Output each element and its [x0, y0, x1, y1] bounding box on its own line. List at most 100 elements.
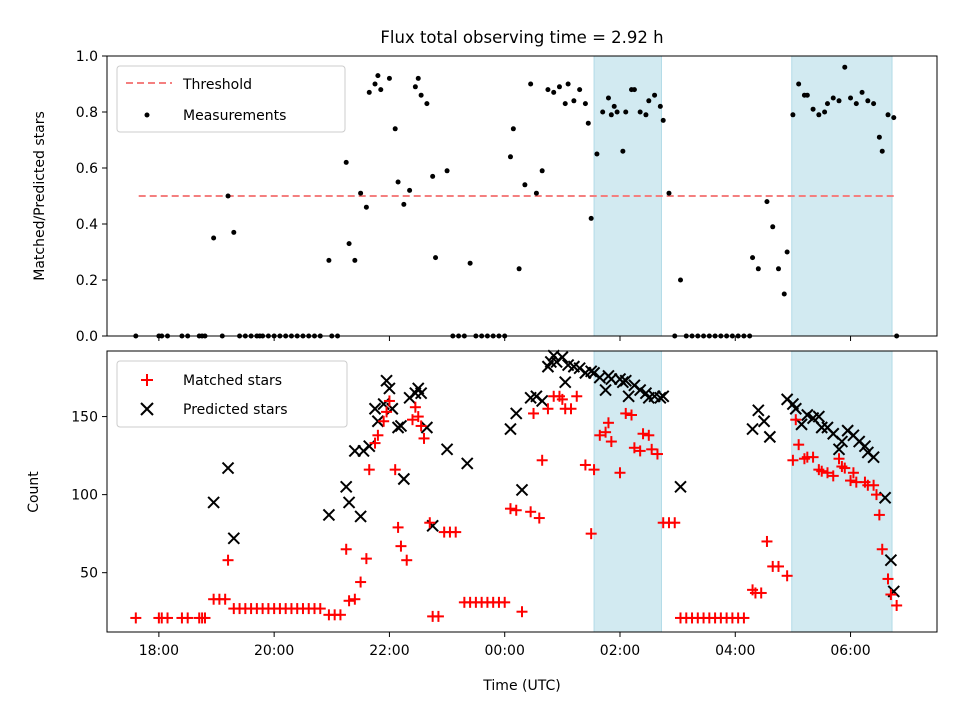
predicted-point-10 [368, 402, 382, 415]
measurement-point-74 [565, 81, 571, 87]
matched-point-65 [499, 596, 511, 608]
measurement-point-93 [652, 92, 658, 98]
matched-point-43 [389, 464, 401, 476]
bottom-xlabel: Time (UTC) [482, 678, 560, 694]
measurement-point-72 [556, 84, 562, 90]
matched-point-45 [395, 540, 407, 552]
predicted-point-7 [354, 510, 367, 523]
measurement-point-39 [375, 73, 381, 79]
bottom-xtick-label-2: 22:00 [369, 643, 409, 659]
top-ytick-label-3: 0.6 [76, 161, 98, 177]
predicted-point-84 [884, 553, 898, 567]
measurement-point-45 [407, 187, 413, 193]
predicted-point-69 [801, 408, 814, 422]
matched-legend-swatch [141, 374, 153, 386]
predicted-point-18 [397, 472, 411, 486]
bottom-xtick-label-4: 02:00 [600, 643, 640, 659]
matched-point-127 [827, 470, 839, 482]
matched-point-49 [412, 411, 424, 423]
measurements-legend-swatch [144, 112, 150, 118]
top-ylabel: Matched/Predicted stars [32, 111, 48, 281]
measurement-point-122 [810, 106, 816, 112]
matched-point-51 [418, 432, 430, 444]
measurement-point-130 [853, 101, 859, 107]
predicted-point-37 [556, 351, 569, 364]
bottom-highlight-span-1 [791, 350, 893, 633]
measurement-point-37 [366, 89, 372, 95]
bottom-xtick-label-0: 18:00 [139, 643, 179, 659]
matched-point-83 [594, 429, 606, 441]
predicted-point-2 [227, 532, 241, 545]
predicted-point-59 [657, 390, 670, 403]
matched-point-81 [585, 528, 597, 540]
matched-point-11 [219, 593, 231, 605]
measurement-point-11 [225, 193, 231, 199]
predicted-legend-swatch [140, 402, 154, 416]
measurement-point-75 [571, 98, 577, 104]
measurement-point-84 [611, 103, 617, 109]
matched-point-68 [516, 606, 528, 618]
bottom-panel: 50 100 150 18:00 20:00 22:00 00:00 02:00 04:00 0… [26, 349, 938, 694]
top-axes-frame [106, 55, 938, 337]
predicted-point-64 [763, 430, 777, 444]
matched-point-34 [349, 593, 361, 605]
top-title: Flux total observing time = 2.92 h [380, 28, 663, 47]
bottom-legend: Matched stars Predicted stars [116, 360, 348, 428]
predicted-point-13 [380, 374, 393, 387]
predicted-point-17 [394, 419, 408, 433]
predicted-point-1 [221, 461, 235, 475]
bottom-ylabel: Count [26, 471, 42, 513]
predicted-point-62 [752, 404, 765, 417]
top-ytick-label-1: 0.2 [76, 273, 98, 289]
measurement-point-36 [363, 204, 369, 210]
matched-point-8 [199, 612, 211, 624]
measurement-point-135 [879, 148, 885, 154]
measurement-point-87 [623, 109, 629, 115]
predicted-point-28 [510, 407, 523, 420]
measurement-point-76 [577, 87, 583, 93]
predicted-point-46 [599, 383, 612, 397]
matched-point-141 [885, 589, 897, 601]
predicted-point-14 [383, 382, 396, 395]
matched-point-120 [793, 439, 805, 451]
measurement-point-115 [775, 266, 781, 272]
matched-point-119 [790, 414, 802, 426]
bottom-ytick-label-1: 100 [71, 488, 98, 504]
matched-point-50 [415, 420, 427, 432]
measurement-point-131 [859, 89, 865, 95]
matched-point-137 [870, 489, 882, 501]
matched-point-113 [755, 587, 767, 599]
matched-point-46 [401, 554, 413, 566]
measurement-point-47 [415, 75, 421, 81]
measurement-point-49 [424, 101, 430, 107]
measurement-point-46 [412, 84, 418, 90]
matched-point-89 [626, 409, 638, 421]
measurement-point-89 [631, 87, 637, 93]
matched-point-80 [579, 459, 591, 471]
matched-point-117 [781, 570, 793, 582]
measurement-point-116 [781, 291, 787, 297]
matched-point-67 [510, 504, 522, 516]
matched-point-5 [182, 612, 194, 624]
predicted-point-0 [207, 496, 220, 509]
predicted-point-3 [322, 508, 336, 522]
matched-point-116 [772, 560, 784, 572]
predicted-point-34 [544, 355, 558, 369]
measurement-point-33 [346, 241, 352, 247]
measurement-point-78 [585, 120, 591, 126]
predicted-point-72 [815, 421, 828, 434]
predicted-point-63 [757, 415, 771, 428]
measurement-point-128 [842, 64, 848, 70]
matched-points [130, 390, 903, 624]
predicted-point-32 [535, 394, 549, 408]
matched-point-123 [807, 451, 819, 463]
matched-point-86 [605, 436, 617, 448]
measurements-legend-label: Measurements [183, 108, 286, 124]
matched-point-140 [882, 573, 894, 585]
predicted-point-61 [746, 422, 759, 436]
measurement-point-29 [326, 257, 332, 263]
measurement-point-64 [510, 126, 516, 132]
matched-point-31 [334, 609, 346, 621]
matched-point-85 [602, 417, 614, 429]
predicted-point-26 [461, 457, 474, 470]
